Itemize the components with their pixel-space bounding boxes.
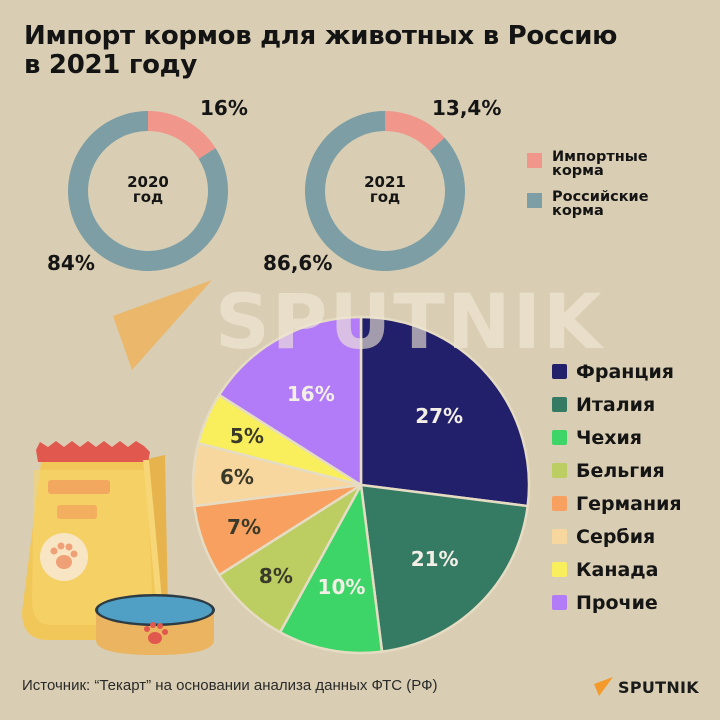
legend-label-imported-line1: Импортные — [552, 149, 648, 165]
legend-label-imported-line2: корма — [552, 163, 604, 179]
pie-slice — [278, 481, 384, 655]
donut-2021-russian-pct: 86,6% — [263, 251, 333, 275]
title-line-1: Импорт кормов для животных в Россию — [24, 21, 618, 51]
donut-2020-imported-pct: 16% — [200, 96, 248, 120]
legend-label: Прочие — [576, 591, 658, 614]
legend-item-imported: Импортные корма — [527, 150, 649, 178]
legend-item: Франция — [552, 355, 682, 388]
legend-swatch-russian — [527, 193, 542, 208]
sputnik-logo: SPUTNIK — [592, 676, 699, 698]
donut-2020-center-label: 2020 год — [98, 175, 198, 205]
donut-segment-imported — [148, 111, 216, 159]
pie-slice — [217, 315, 363, 488]
legend-label-imported: Импортные корма — [552, 149, 648, 179]
legend-swatch — [552, 430, 567, 445]
pie-slice-label: 6% — [219, 465, 254, 490]
legend-swatch — [552, 562, 567, 577]
pie-slice-label: 7% — [227, 515, 261, 540]
pie-chart-countries — [191, 315, 531, 655]
donut-2021-year: 2021 — [364, 173, 406, 191]
legend-item: Канада — [552, 553, 682, 586]
chart-title: Импорт кормов для животных в Россию в 20… — [24, 22, 704, 80]
donut-2020-unit: год — [132, 188, 164, 206]
donut-2021-imported-pct: 13,4% — [432, 96, 502, 120]
pie-legend: Франция Италия Чехия Бельгия Германия Сербия К… — [552, 355, 682, 619]
legend-item: Сербия — [552, 520, 682, 553]
legend-label: Канада — [576, 558, 659, 581]
pie-slice-label: 27% — [415, 404, 464, 429]
legend-swatch — [552, 463, 567, 478]
pie-slice — [359, 315, 531, 508]
legend-swatch-imported — [527, 153, 542, 168]
pie-slice-label: 5% — [229, 423, 264, 448]
pie-slice-label: 8% — [258, 563, 293, 588]
legend-label: Германия — [576, 492, 682, 515]
pie-slice-label: 10% — [317, 575, 366, 600]
source-note: Источник: “Текарт” на основании анализа … — [22, 677, 438, 694]
donut-2021 — [304, 111, 465, 271]
donut-segment-imported — [385, 111, 445, 152]
donut-2020-russian-pct: 84% — [47, 251, 95, 275]
pie-slice — [359, 483, 530, 654]
legend-label: Бельгия — [576, 459, 665, 482]
legend-item: Италия — [552, 388, 682, 421]
legend-swatch — [552, 496, 567, 511]
legend-label: Италия — [576, 393, 656, 416]
donut-2020-year: 2020 — [127, 173, 169, 191]
legend-label: Франция — [576, 360, 674, 383]
legend-label-russian-line2: корма — [552, 203, 604, 219]
legend-item: Германия — [552, 487, 682, 520]
legend-item: Бельгия — [552, 454, 682, 487]
donut-2021-unit: год — [369, 188, 401, 206]
donut-legend: Импортные корма Российские корма — [527, 150, 649, 230]
legend-label: Чехия — [576, 426, 643, 449]
donut-2021-center-label: 2021 год — [335, 175, 435, 205]
pet-food-bag-icon — [22, 441, 168, 640]
pie-slice-label: 16% — [286, 381, 335, 406]
title-line-2: в 2021 году — [24, 50, 198, 80]
legend-swatch — [552, 364, 567, 379]
legend-swatch — [552, 595, 567, 610]
sputnik-logo-text: SPUTNIK — [618, 677, 699, 697]
legend-label-russian: Российские корма — [552, 189, 649, 219]
sputnik-arrow-decor-icon — [113, 280, 212, 370]
pet-bowl-icon — [95, 594, 215, 655]
legend-swatch — [552, 397, 567, 412]
sputnik-arrow-icon — [594, 677, 613, 696]
legend-swatch — [552, 529, 567, 544]
legend-item-russian: Российские корма — [527, 190, 649, 218]
legend-label-russian-line1: Российские — [552, 189, 649, 205]
donut-2020 — [68, 111, 229, 271]
legend-label: Сербия — [576, 525, 656, 548]
legend-item: Прочие — [552, 586, 682, 619]
pie-slice-label: 21% — [410, 546, 459, 571]
legend-item: Чехия — [552, 421, 682, 454]
